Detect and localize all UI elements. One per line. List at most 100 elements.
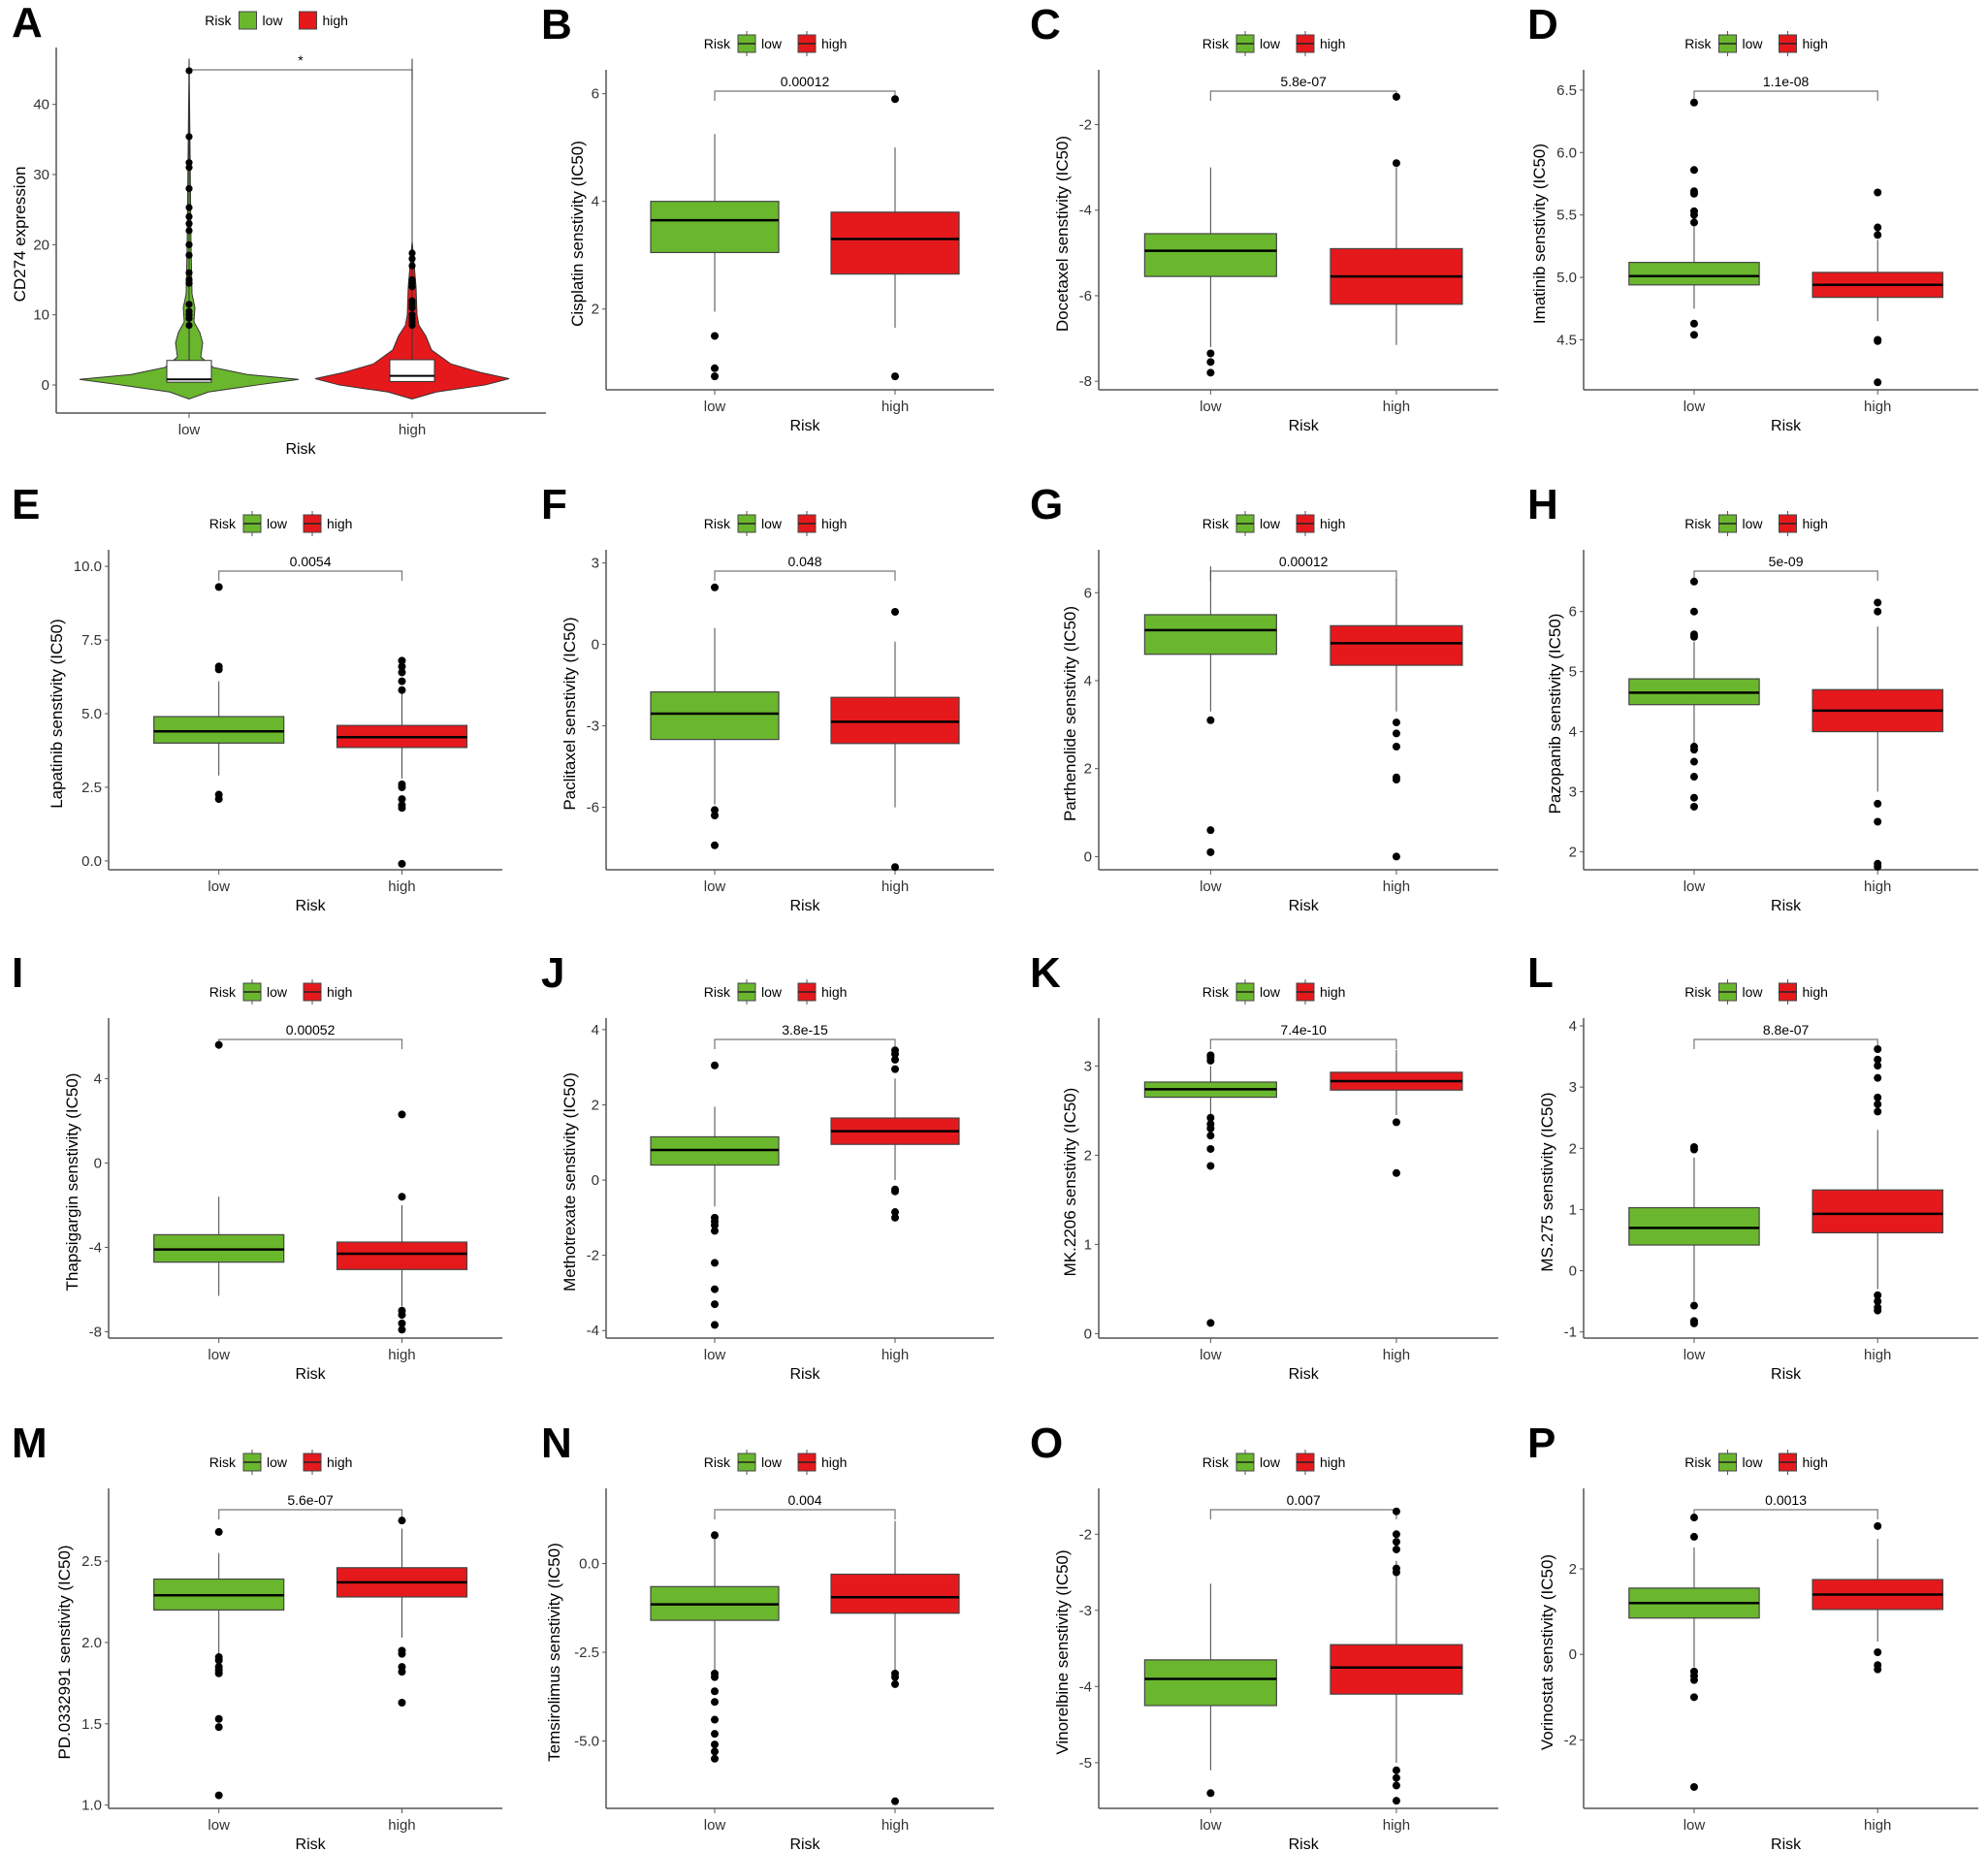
box-low — [153, 716, 285, 744]
outlier-point — [1874, 336, 1882, 345]
legend-label-low: low — [1743, 516, 1764, 531]
group-high — [336, 1517, 468, 1707]
outlier-point — [1689, 210, 1698, 219]
y-axis-title: Methotrexate senstivity (IC50) — [561, 1072, 579, 1292]
outlier-point — [1874, 1665, 1882, 1674]
y-tick-label: 6.0 — [1556, 144, 1577, 161]
outlier-point — [1206, 1144, 1215, 1153]
group-high — [1812, 1044, 1943, 1315]
outlier-point — [214, 583, 223, 591]
y-tick-label: 4.5 — [1556, 332, 1577, 348]
legend-label-low: low — [761, 36, 783, 51]
outlier-point — [1689, 757, 1698, 766]
panel-letter: L — [1527, 949, 1554, 997]
panel-letter: G — [1030, 481, 1063, 528]
outlier-point — [711, 372, 719, 381]
legend-label-high: high — [327, 984, 352, 1000]
x-axis-title: Risk — [789, 1366, 820, 1383]
box-low — [166, 360, 212, 383]
x-tick-label-low: low — [1200, 1347, 1222, 1363]
y-tick-label: 4 — [592, 194, 599, 210]
legend: Risk low high — [1202, 1450, 1345, 1475]
x-tick-label-low: low — [1683, 878, 1706, 895]
outlier-point — [711, 1259, 719, 1267]
outlier-point — [185, 212, 193, 221]
y-tick-label: 1 — [1569, 1201, 1577, 1218]
p-value-label: 0.00052 — [286, 1022, 336, 1038]
y-tick-label: -4 — [1079, 1678, 1092, 1695]
legend: Risk low high — [1202, 979, 1345, 1005]
outlier-point — [1392, 1766, 1400, 1774]
group-low — [1628, 1514, 1760, 1791]
box-low — [1143, 233, 1277, 277]
x-axis-title: Risk — [1771, 1836, 1802, 1852]
outlier-point — [1874, 1093, 1882, 1102]
x-tick-label-low: low — [1200, 878, 1222, 895]
legend-title: Risk — [704, 1454, 731, 1470]
panel-d: D Risk low high 4.5 5.0 5.5 6.0 6.5 Imatinib sens… — [1527, 1, 1978, 434]
legend-key-low — [239, 11, 257, 30]
y-tick-label: 30 — [33, 167, 49, 183]
outlier-point — [398, 1319, 406, 1327]
panel-m: M Risk low high 1.0 1.5 2.0 2.5 PD.0332991 senst… — [12, 1420, 502, 1852]
y-tick-label: 6.5 — [1556, 82, 1577, 99]
significance-bracket — [1209, 570, 1397, 581]
outlier-point — [1392, 159, 1400, 168]
legend: Risk low high — [1684, 1450, 1828, 1475]
outlier-point — [1392, 718, 1400, 727]
outlier-point — [408, 249, 416, 257]
outlier-point — [214, 1040, 223, 1049]
legend: Risk low high — [205, 11, 348, 30]
outlier-point — [1392, 1507, 1400, 1516]
significance-bracket — [1209, 1038, 1397, 1049]
y-axis-title: Cisplatin senstivity (IC50) — [568, 141, 587, 327]
outlier-point — [1392, 1568, 1400, 1577]
y-axis-title: Paclitaxel senstivity (IC50) — [561, 617, 579, 810]
y-tick-label: 2 — [1569, 1561, 1577, 1578]
x-tick-label-high: high — [882, 1347, 909, 1363]
panel-letter: N — [541, 1420, 572, 1467]
p-value-label: 5.6e-07 — [287, 1492, 334, 1508]
outlier-point — [214, 1656, 223, 1665]
outlier-point — [1689, 577, 1698, 586]
group-low — [1143, 1051, 1277, 1327]
outlier-point — [891, 1679, 899, 1688]
outlier-point — [891, 1187, 899, 1196]
x-tick-label-high: high — [1383, 399, 1410, 415]
outlier-point — [398, 1668, 406, 1676]
y-axis-title: Vinorelbine senstivity (IC50) — [1053, 1549, 1072, 1754]
legend-label-high: high — [821, 516, 847, 531]
group-high — [1330, 1049, 1463, 1177]
x-tick-label-low: low — [704, 399, 726, 415]
y-tick-label: 0.0 — [579, 1556, 599, 1573]
outlier-point — [711, 812, 719, 819]
x-axis-title: Risk — [1771, 418, 1802, 434]
outlier-point — [1392, 1773, 1400, 1782]
outlier-point — [711, 1221, 719, 1229]
outlier-point — [185, 220, 193, 228]
legend-label-high: high — [1320, 36, 1345, 51]
y-axis-title: MS.275 senstivity (IC50) — [1538, 1092, 1556, 1271]
group-high — [1330, 579, 1463, 861]
outlier-point — [185, 314, 193, 322]
outlier-point — [185, 251, 193, 259]
outlier-point — [1689, 189, 1698, 198]
x-tick-label-high: high — [1864, 399, 1891, 415]
outlier-point — [1689, 1145, 1698, 1154]
legend-label-low: low — [1743, 984, 1764, 1000]
outlier-point — [1874, 1648, 1882, 1656]
outlier-point — [185, 321, 193, 330]
outlier-point — [1689, 607, 1698, 616]
legend-label-high: high — [1803, 36, 1828, 51]
legend-label-high: high — [1320, 516, 1345, 531]
outlier-point — [711, 1061, 719, 1070]
outlier-point — [408, 262, 416, 270]
significance-bracket — [218, 1509, 403, 1519]
outlier-point — [1392, 1168, 1400, 1177]
legend-title: Risk — [704, 984, 731, 1000]
y-axis-title: Lapatinib senstivity (IC50) — [48, 619, 66, 809]
outlier-point — [398, 782, 406, 791]
x-tick-label-high: high — [388, 878, 415, 895]
panel-letter: M — [12, 1420, 48, 1467]
x-axis-title: Risk — [789, 898, 820, 914]
